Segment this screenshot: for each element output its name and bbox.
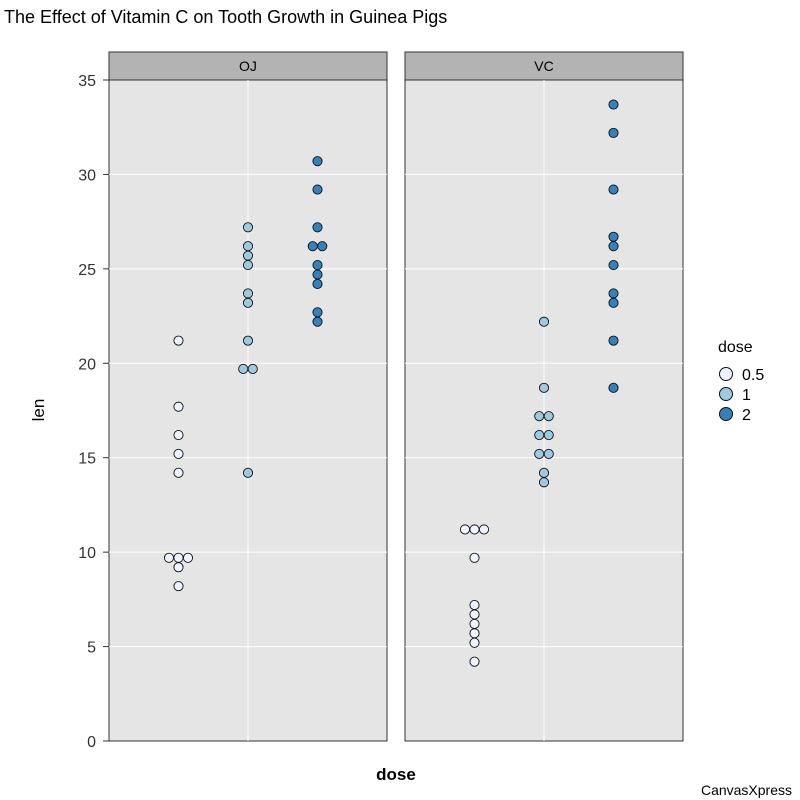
legend-marker-0.5 — [719, 367, 733, 381]
data-point-vc-dose-1 — [538, 316, 550, 327]
legend: dose 0.5 1 2 — [718, 339, 764, 424]
data-point-oj-dose-2 — [312, 316, 323, 327]
data-point-vc-dose-0.5 — [469, 637, 480, 648]
data-point-vc-dose-1 — [543, 411, 554, 422]
x-axis-label: dose — [376, 765, 416, 784]
data-point-oj-dose-2 — [312, 184, 323, 195]
data-point-vc-dose-0.5 — [459, 524, 471, 535]
data-point-oj-dose-2 — [312, 307, 323, 318]
y-tick-label: 30 — [78, 167, 96, 184]
data-point-oj-dose-0.5 — [173, 581, 184, 592]
data-point-vc-dose-1 — [534, 411, 545, 422]
data-point-vc-dose-2 — [608, 297, 619, 308]
legend-marker-1 — [719, 387, 733, 401]
data-point-oj-dose-2 — [312, 156, 323, 167]
data-point-oj-dose-0.5 — [173, 430, 184, 441]
panel-strip — [404, 51, 684, 81]
panel-strip-label: OJ — [239, 58, 257, 74]
data-point-oj-dose-1 — [242, 241, 254, 252]
data-point-oj-dose-0.5 — [173, 335, 184, 346]
data-point-oj-dose-1 — [242, 297, 254, 308]
data-point-vc-dose-1 — [538, 477, 550, 488]
data-point-oj-dose-2 — [312, 260, 323, 271]
data-point-vc-dose-0.5 — [469, 618, 480, 629]
data-point-vc-dose-1 — [534, 448, 545, 459]
data-point-oj-dose-2 — [317, 241, 328, 252]
data-point-oj-dose-2 — [307, 241, 318, 252]
y-tick-label: 20 — [78, 356, 96, 373]
data-point-vc-dose-2 — [608, 382, 619, 393]
data-point-vc-dose-2 — [608, 260, 619, 271]
y-tick-label: 5 — [87, 640, 96, 657]
data-point-oj-dose-1 — [242, 222, 254, 233]
data-point-vc-dose-2 — [608, 288, 619, 299]
data-point-vc-dose-0.5 — [469, 599, 480, 611]
data-point-oj-dose-0.5 — [173, 562, 184, 573]
watermark: CanvasXpress — [701, 782, 792, 798]
y-axis-label: len — [29, 399, 48, 422]
data-point-oj-dose-0.5 — [173, 401, 184, 412]
data-point-oj-dose-2 — [312, 222, 323, 233]
y-tick-label: 10 — [78, 545, 96, 562]
legend-marker-2 — [719, 407, 733, 421]
legend-title: dose — [718, 339, 753, 356]
data-point-oj-dose-0.5 — [182, 552, 194, 563]
data-point-vc-dose-2 — [608, 127, 619, 138]
data-point-vc-dose-2 — [608, 231, 619, 242]
data-point-vc-dose-1 — [543, 430, 554, 441]
data-point-oj-dose-1 — [242, 335, 254, 346]
panel-strip-label: VC — [534, 58, 553, 74]
data-point-vc-dose-0.5 — [478, 524, 490, 535]
panel-oj: OJ — [108, 51, 388, 742]
y-tick-label: 25 — [78, 262, 96, 279]
data-point-oj-dose-2 — [312, 269, 323, 280]
data-point-vc-dose-2 — [608, 241, 619, 252]
chart-title: The Effect of Vitamin C on Tooth Growth … — [4, 7, 447, 27]
data-point-oj-dose-0.5 — [173, 448, 184, 459]
y-tick-label: 35 — [78, 73, 96, 90]
data-point-oj-dose-1 — [242, 467, 254, 478]
data-point-vc-dose-1 — [538, 382, 550, 393]
data-point-vc-dose-0.5 — [469, 609, 480, 620]
data-point-oj-dose-0.5 — [163, 552, 175, 563]
data-point-vc-dose-0.5 — [469, 552, 480, 563]
data-point-vc-dose-2 — [608, 184, 619, 195]
data-point-oj-dose-1 — [242, 288, 254, 299]
data-point-oj-dose-2 — [312, 278, 323, 290]
data-point-oj-dose-0.5 — [173, 552, 184, 563]
y-tick-label: 15 — [78, 451, 96, 468]
data-point-vc-dose-1 — [534, 430, 545, 441]
panel-strip — [108, 51, 388, 81]
data-point-vc-dose-1 — [543, 448, 554, 459]
legend-label-1: 1 — [742, 387, 751, 404]
data-point-oj-dose-0.5 — [173, 467, 184, 478]
data-point-vc-dose-0.5 — [469, 656, 480, 667]
data-point-vc-dose-2 — [608, 335, 619, 346]
data-point-vc-dose-0.5 — [469, 628, 480, 639]
legend-label-0.5: 0.5 — [742, 367, 764, 384]
data-point-oj-dose-1 — [242, 260, 254, 271]
panel-vc: VC — [404, 51, 684, 742]
data-point-oj-dose-1 — [242, 250, 254, 261]
data-point-vc-dose-1 — [538, 467, 550, 478]
data-point-vc-dose-2 — [608, 99, 619, 110]
data-point-vc-dose-0.5 — [469, 524, 480, 535]
data-point-oj-dose-1 — [247, 363, 258, 375]
legend-label-2: 2 — [742, 407, 751, 424]
data-point-oj-dose-1 — [238, 363, 249, 375]
y-tick-label: 0 — [87, 734, 96, 751]
